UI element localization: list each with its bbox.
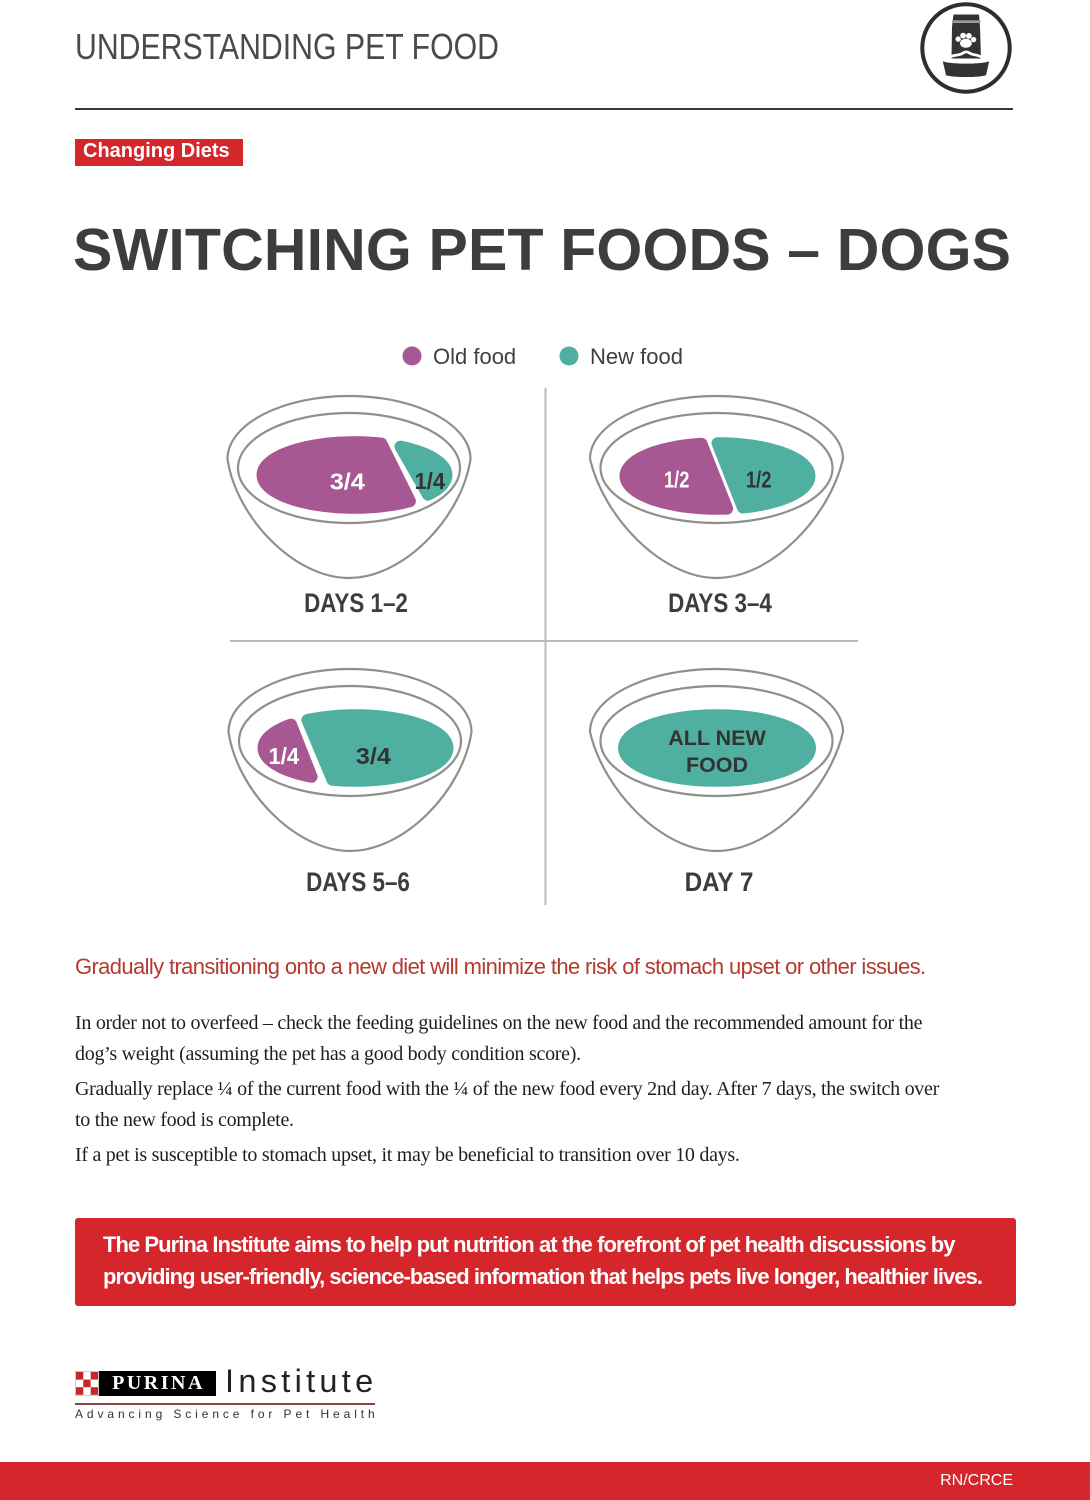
- svg-text:DAYS 5–6: DAYS 5–6: [306, 868, 410, 897]
- svg-text:DAYS 1–2: DAYS 1–2: [304, 589, 408, 618]
- svg-text:Old food: Old food: [433, 344, 516, 369]
- svg-text:DAY 7: DAY 7: [685, 868, 754, 897]
- svg-text:3/4: 3/4: [356, 744, 391, 770]
- svg-text:FOOD: FOOD: [686, 753, 748, 777]
- svg-text:1/2: 1/2: [746, 467, 771, 493]
- svg-text:1/4: 1/4: [268, 742, 299, 769]
- svg-text:New food: New food: [590, 344, 683, 369]
- svg-text:1/4: 1/4: [414, 467, 445, 494]
- svg-text:ALL NEW: ALL NEW: [668, 726, 766, 750]
- svg-text:DAYS 3–4: DAYS 3–4: [668, 589, 772, 618]
- svg-text:1/2: 1/2: [664, 467, 689, 493]
- svg-text:3/4: 3/4: [330, 469, 365, 495]
